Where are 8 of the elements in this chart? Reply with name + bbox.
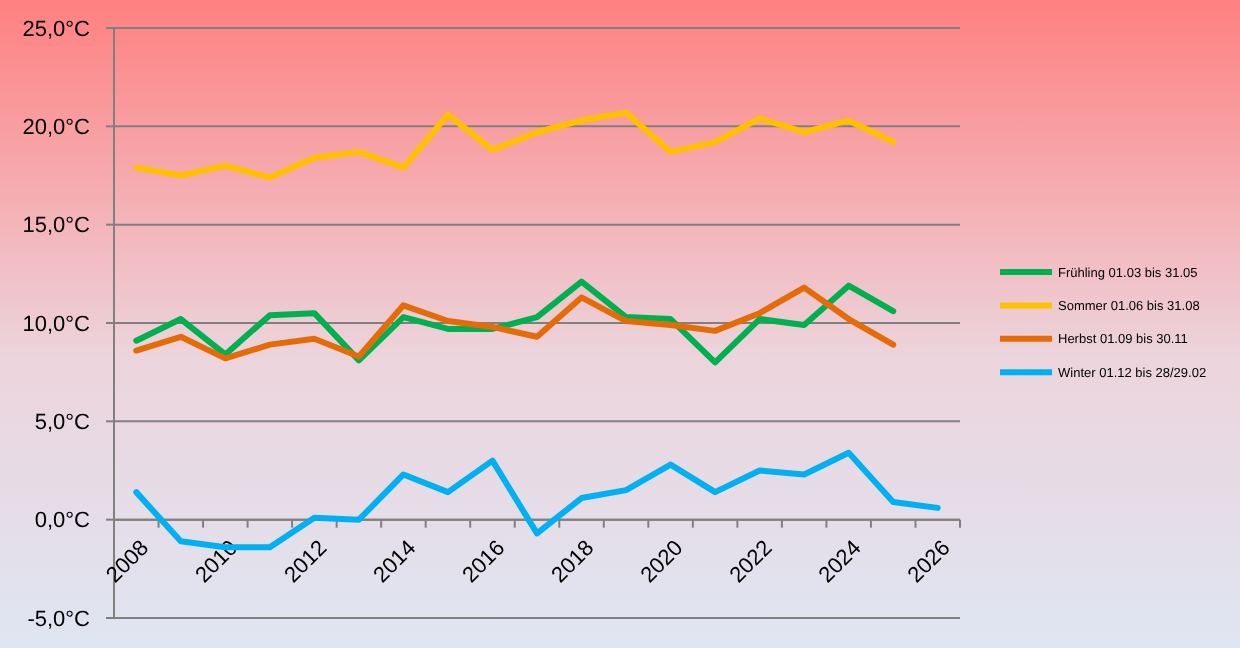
y-tick-label: 5,0°C (34, 411, 91, 436)
y-tick-label: 25,0°C (22, 17, 91, 42)
line-series (133, 109, 897, 181)
y-tick-label: 10,0°C (22, 312, 91, 337)
y-tick-label: 20,0°C (22, 116, 91, 141)
y-tick-label: -5,0°C (27, 607, 91, 632)
y-tick-label: 15,0°C (22, 214, 91, 239)
y-tick-label: 0,0°C (34, 509, 91, 534)
